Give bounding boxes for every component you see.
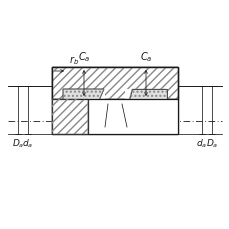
Polygon shape — [128, 90, 166, 104]
Polygon shape — [52, 68, 177, 100]
Polygon shape — [88, 100, 177, 134]
Text: $D_a$: $D_a$ — [12, 137, 24, 150]
Text: $d_a$: $d_a$ — [196, 137, 207, 150]
Polygon shape — [52, 100, 88, 134]
Polygon shape — [63, 106, 98, 120]
Polygon shape — [128, 90, 166, 104]
Text: $D_a$: $D_a$ — [205, 137, 217, 150]
Polygon shape — [63, 90, 104, 104]
Polygon shape — [129, 91, 162, 118]
Polygon shape — [63, 90, 105, 100]
Polygon shape — [124, 90, 166, 100]
Polygon shape — [52, 68, 177, 100]
Text: $r_b$: $r_b$ — [69, 54, 79, 67]
Polygon shape — [112, 100, 117, 109]
Polygon shape — [163, 100, 177, 105]
Text: $C_a$: $C_a$ — [77, 50, 90, 64]
Polygon shape — [88, 100, 177, 134]
Polygon shape — [52, 100, 88, 134]
Polygon shape — [63, 90, 104, 104]
Polygon shape — [128, 106, 166, 120]
Text: $d_a$: $d_a$ — [22, 137, 33, 150]
Polygon shape — [52, 100, 66, 105]
Polygon shape — [67, 91, 100, 118]
Text: $C_a$: $C_a$ — [139, 50, 152, 64]
